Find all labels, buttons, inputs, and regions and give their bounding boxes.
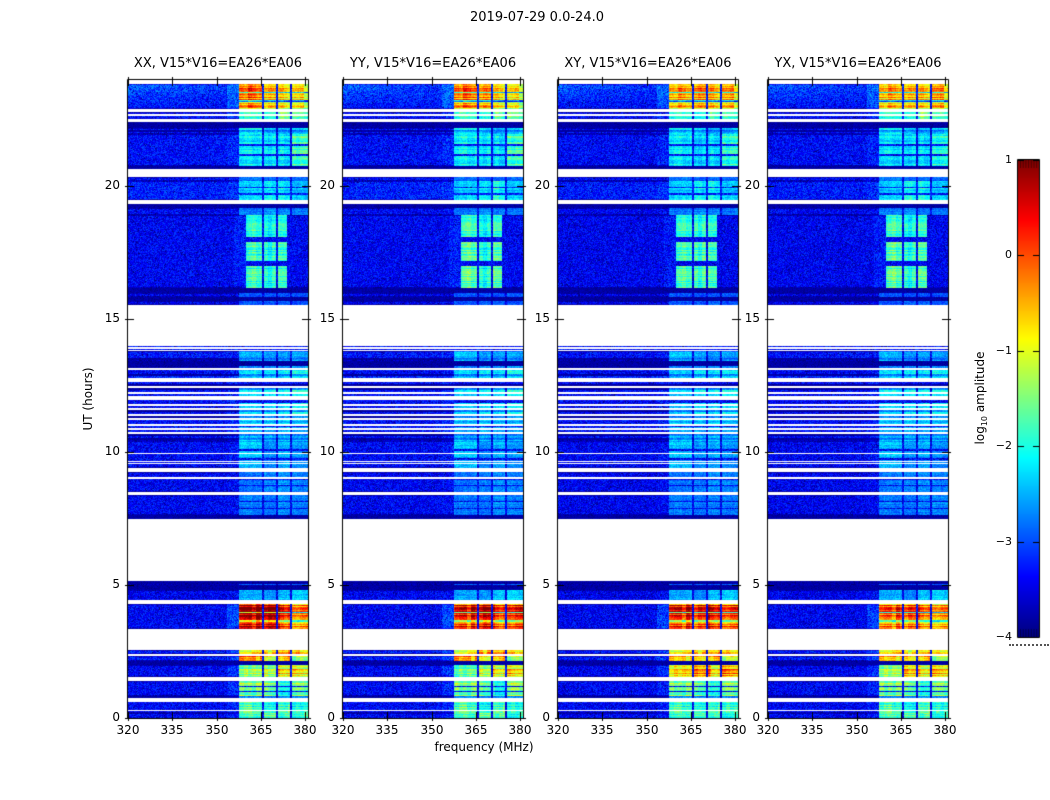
colorbar-tick-label: 1 (1005, 153, 1012, 166)
x-tick-label: 380 (723, 723, 747, 737)
y-tick-label: 20 (319, 178, 335, 192)
y-tick-label: 15 (534, 311, 550, 325)
x-tick-label: 350 (420, 723, 444, 737)
x-tick-label: 320 (546, 723, 570, 737)
spectrogram-panel-xy (554, 76, 742, 722)
y-tick-label: 20 (104, 178, 120, 192)
y-tick-label: 5 (327, 577, 335, 591)
x-tick-label: 380 (508, 723, 532, 737)
x-tick-label: 335 (800, 723, 824, 737)
x-tick-label: 380 (293, 723, 317, 737)
x-tick-label: 335 (590, 723, 614, 737)
y-tick-label: 20 (534, 178, 550, 192)
y-tick-label: 0 (752, 710, 760, 724)
y-axis-label: UT (hours) (81, 367, 95, 431)
x-tick-label: 365 (464, 723, 488, 737)
spectrogram-panel-xx (124, 76, 312, 722)
x-tick-label: 350 (845, 723, 869, 737)
y-tick-label: 10 (319, 444, 335, 458)
colorbar-label: log10 amplitude (972, 351, 990, 445)
figure-title: 2019-07-29 0.0-24.0 (470, 10, 604, 25)
y-tick-label: 10 (744, 444, 760, 458)
panel-title-yy: YY, V15*V16=EA26*EA06 (349, 56, 517, 71)
panel-title-yx: YX, V15*V16=EA26*EA06 (774, 56, 942, 71)
y-tick-label: 10 (534, 444, 550, 458)
x-tick-label: 320 (331, 723, 355, 737)
panel-title-xx: XX, V15*V16=EA26*EA06 (133, 56, 303, 71)
x-tick-label: 365 (679, 723, 703, 737)
y-tick-label: 5 (542, 577, 550, 591)
y-tick-label: 10 (104, 444, 120, 458)
x-axis-label: frequency (MHz) (434, 740, 534, 754)
y-tick-label: 5 (112, 577, 120, 591)
y-tick-label: 20 (744, 178, 760, 192)
colorbar-tick-label: −4 (995, 630, 1012, 643)
y-tick-label: 0 (327, 710, 335, 724)
spectrogram-panel-yx (764, 76, 952, 722)
y-tick-label: 15 (319, 311, 335, 325)
colorbar-tick-label: 0 (1005, 248, 1012, 261)
panel-title-xy: XY, V15*V16=EA26*EA06 (564, 56, 732, 71)
x-tick-label: 320 (116, 723, 140, 737)
x-tick-label: 380 (933, 723, 957, 737)
colorbar-tick-label: −3 (995, 535, 1012, 548)
colorbar-tick-label: −1 (995, 344, 1012, 357)
colorbar (1014, 156, 1043, 641)
y-tick-label: 0 (542, 710, 550, 724)
x-tick-label: 335 (160, 723, 184, 737)
y-tick-label: 0 (112, 710, 120, 724)
x-tick-label: 350 (205, 723, 229, 737)
y-tick-label: 15 (104, 311, 120, 325)
x-tick-label: 365 (889, 723, 913, 737)
y-tick-label: 5 (752, 577, 760, 591)
x-tick-label: 320 (756, 723, 780, 737)
y-tick-label: 15 (744, 311, 760, 325)
x-tick-label: 350 (635, 723, 659, 737)
colorbar-extend-dots (1009, 644, 1049, 646)
spectrogram-panel-yy (339, 76, 527, 722)
colorbar-tick-label: −2 (995, 439, 1012, 452)
x-tick-label: 365 (249, 723, 273, 737)
x-tick-label: 335 (375, 723, 399, 737)
